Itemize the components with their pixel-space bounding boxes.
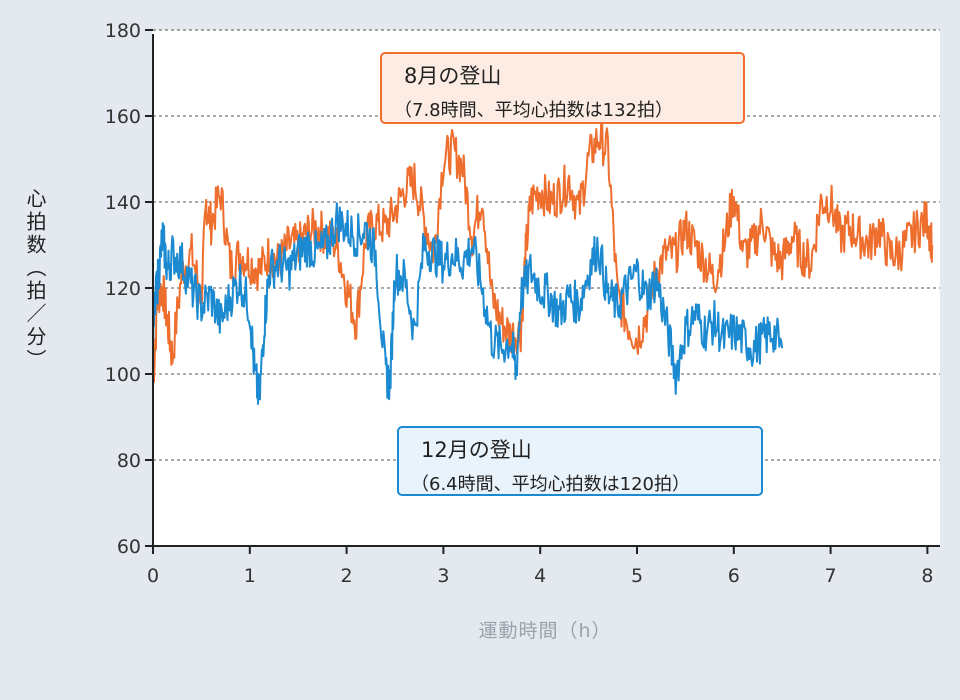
annotation-december-detail: （6.4時間、平均心拍数は120拍）: [411, 474, 690, 495]
y-tick-label: 120: [105, 278, 141, 300]
x-tick-label: 1: [244, 565, 256, 587]
y-tick-label: 140: [105, 192, 141, 214]
y-axis-title: 心拍数（拍／分）: [23, 188, 47, 372]
series-line-august: [152, 122, 934, 384]
annotation-august: 8月の登山 （7.8時間、平均心拍数は132拍）: [380, 52, 745, 124]
x-tick-labels: 0 1 2 3 4 5 6 7 8: [147, 565, 933, 587]
x-tick-label: 0: [147, 565, 159, 587]
annotation-december-title: 12月の登山: [421, 438, 532, 462]
y-tick-label: 100: [105, 364, 141, 386]
x-tick-label: 8: [921, 565, 933, 587]
series-line-december: [152, 202, 784, 405]
x-tick-label: 4: [534, 565, 546, 587]
grid-lines: [153, 29, 940, 461]
annotation-august-detail: （7.8時間、平均心拍数は132拍）: [394, 100, 673, 121]
x-tick-label: 5: [631, 565, 643, 587]
y-tick-labels: 60 80 100 120 140 160 180: [105, 20, 141, 558]
y-tick-label: 80: [117, 450, 141, 472]
x-tick-label: 6: [728, 565, 740, 587]
x-tick-label: 2: [341, 565, 353, 587]
annotation-december: 12月の登山 （6.4時間、平均心拍数は120拍）: [397, 426, 763, 496]
x-tick-label: 3: [437, 565, 449, 587]
x-axis-title: 運動時間（h）: [478, 620, 612, 642]
axes: [145, 29, 940, 554]
annotation-august-title: 8月の登山: [404, 64, 502, 88]
y-tick-label: 180: [105, 20, 141, 42]
series-layer: [152, 122, 934, 405]
y-tick-label: 60: [117, 536, 141, 558]
x-tick-label: 7: [825, 565, 837, 587]
y-tick-label: 160: [105, 106, 141, 128]
